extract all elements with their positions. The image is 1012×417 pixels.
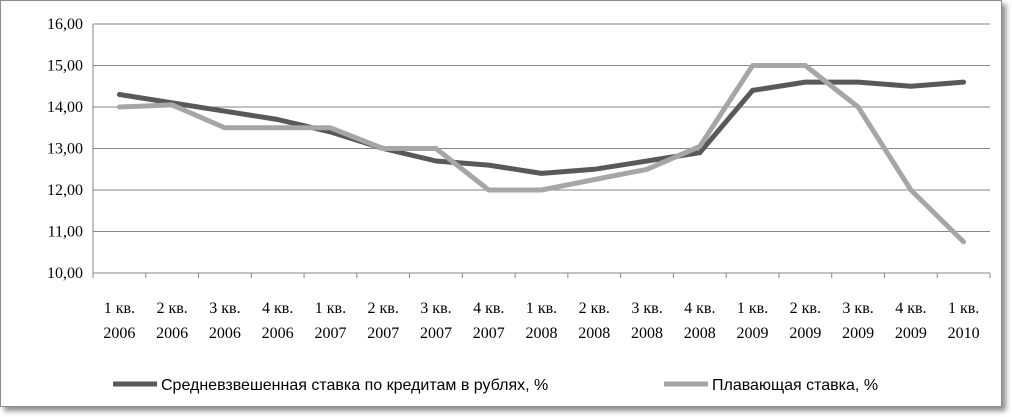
x-tick-label: 2 кв. 2009 bbox=[789, 300, 821, 342]
y-tick-label: 10,00 bbox=[47, 265, 83, 282]
x-tick-label: 3 кв. 2006 bbox=[209, 300, 241, 342]
legend-label-floating-rate: Плавающая ставка, % bbox=[712, 377, 878, 394]
series-line-floating-rate bbox=[116, 63, 967, 245]
x-tick-label: 4 кв. 2006 bbox=[262, 300, 294, 342]
x-axis: 1 кв. 2006 2 кв. 2006 3 кв. 2006 4 кв. 2006 1 кв… bbox=[92, 273, 991, 342]
legend: Средневзвешенная ставка по кредитам в ру… bbox=[113, 377, 878, 394]
x-tick-label: 1 кв. 2010 bbox=[948, 300, 980, 342]
series-lines bbox=[116, 63, 967, 245]
x-tick-label: 2 кв. 2008 bbox=[578, 300, 610, 342]
x-tick-label: 2 кв. 2006 bbox=[156, 300, 188, 342]
y-axis: 10,00 11,00 12,00 13,00 14,00 15,00 16,00 bbox=[47, 16, 94, 282]
x-tick-label: 1 кв. 2007 bbox=[314, 300, 346, 342]
y-tick-label: 12,00 bbox=[47, 182, 83, 199]
x-tick-label: 1 кв. 2009 bbox=[737, 300, 769, 342]
x-tick-label: 3 кв. 2008 bbox=[631, 300, 663, 342]
gridlines bbox=[93, 23, 990, 274]
x-tick-label: 1 кв. 2008 bbox=[526, 300, 558, 342]
y-tick-label: 15,00 bbox=[47, 58, 83, 75]
y-tick-label: 16,00 bbox=[47, 16, 83, 33]
y-tick-label: 11,00 bbox=[48, 224, 83, 241]
legend-label-weighted-rate: Средневзвешенная ставка по кредитам в ру… bbox=[161, 377, 548, 394]
x-tick-label: 3 кв. 2009 bbox=[842, 300, 874, 342]
y-tick-label: 14,00 bbox=[47, 99, 83, 116]
x-tick-label: 3 кв. 2007 bbox=[420, 300, 452, 342]
x-tick-label: 4 кв. 2007 bbox=[473, 300, 505, 342]
chart-frame bbox=[0, 0, 1002, 407]
y-tick-label: 13,00 bbox=[47, 141, 83, 158]
x-tick-label: 2 кв. 2007 bbox=[367, 300, 399, 342]
x-tick-label: 1 кв. 2006 bbox=[103, 300, 135, 342]
x-tick-label: 4 кв. 2008 bbox=[684, 300, 716, 342]
x-tick-label: 4 кв. 2009 bbox=[895, 300, 927, 342]
